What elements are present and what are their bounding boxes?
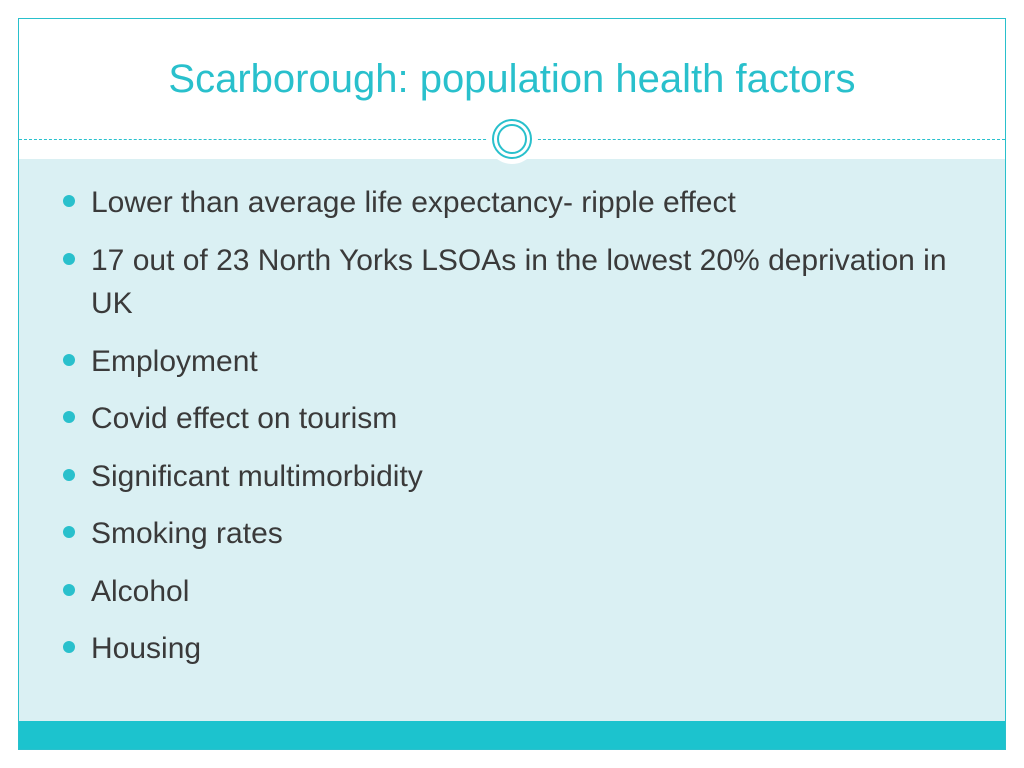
list-item: Employment (57, 340, 967, 384)
list-item: Lower than average life expectancy- ripp… (57, 181, 967, 225)
list-item: 17 out of 23 North Yorks LSOAs in the lo… (57, 239, 967, 326)
bullet-list: Lower than average life expectancy- ripp… (57, 181, 967, 671)
circle-ornament-icon (487, 114, 537, 164)
content-area: Lower than average life expectancy- ripp… (19, 159, 1005, 721)
list-item: Alcohol (57, 570, 967, 614)
list-item: Housing (57, 627, 967, 671)
list-item: Significant multimorbidity (57, 455, 967, 499)
bottom-accent-bar (19, 721, 1005, 749)
list-item: Smoking rates (57, 512, 967, 556)
list-item: Covid effect on tourism (57, 397, 967, 441)
slide-title: Scarborough: population health factors (168, 57, 855, 102)
slide-frame: Scarborough: population health factors L… (18, 18, 1006, 750)
